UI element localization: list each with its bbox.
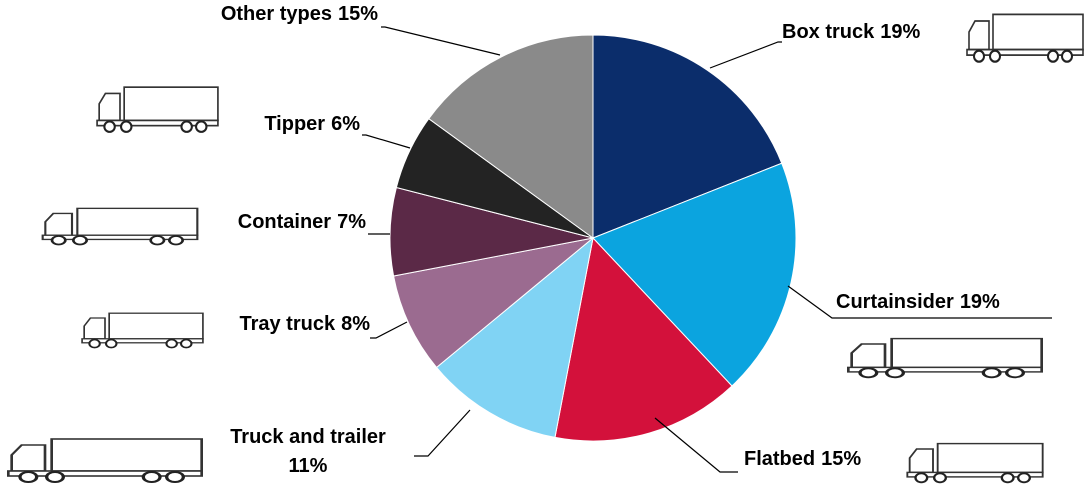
slice-label: Container 7% [238, 211, 366, 233]
pie-slice [592, 34, 783, 239]
value-label: 11% [289, 455, 328, 477]
slice-label: Tray truck 8% [239, 313, 370, 335]
slice-label: Other types 15% [221, 3, 378, 25]
truck-icon [96, 86, 219, 133]
leader-line [362, 134, 411, 149]
truck-icon [6, 437, 204, 484]
category-label: Flatbed [744, 448, 815, 470]
slice-label: Truck and trailer 11% [230, 426, 386, 477]
value-label: 19% [960, 291, 1000, 313]
leader-line [370, 321, 408, 339]
value-label: 15% [821, 448, 861, 470]
pie-slice [554, 236, 733, 442]
truck-icon [81, 312, 204, 349]
truck-icon [965, 13, 1085, 63]
category-label: Container [238, 211, 332, 233]
category-label: Curtainsider [836, 291, 954, 313]
pie-slice [428, 34, 594, 239]
category-label: Tipper [264, 113, 325, 135]
value-label: 15% [338, 3, 378, 25]
pie-slice [592, 162, 797, 387]
value-label: 19% [880, 21, 920, 43]
truck-icon [41, 207, 199, 246]
value-label: 8% [341, 313, 370, 335]
leader-line [381, 26, 501, 56]
value-label: 7% [337, 211, 366, 233]
category-label: Box truck [782, 21, 875, 43]
truck-icon [846, 336, 1044, 379]
pie-slice [435, 236, 594, 438]
slice-label: Box truck 19% [782, 21, 920, 43]
category-label: Tray truck [239, 313, 335, 335]
leader-line [709, 41, 782, 69]
leader-line [787, 285, 1052, 319]
category-label: Truck and trailer [230, 426, 386, 448]
value-label: 6% [331, 113, 360, 135]
category-label: Other types [221, 3, 332, 25]
slice-label: Tipper 6% [264, 113, 360, 135]
leader-line [414, 409, 471, 457]
slice-label: Curtainsider 19% [836, 291, 1000, 313]
leader-line [654, 417, 738, 473]
truck-icon [906, 442, 1044, 484]
slice-label: Flatbed 15% [744, 448, 861, 470]
pie-slice [393, 237, 594, 369]
